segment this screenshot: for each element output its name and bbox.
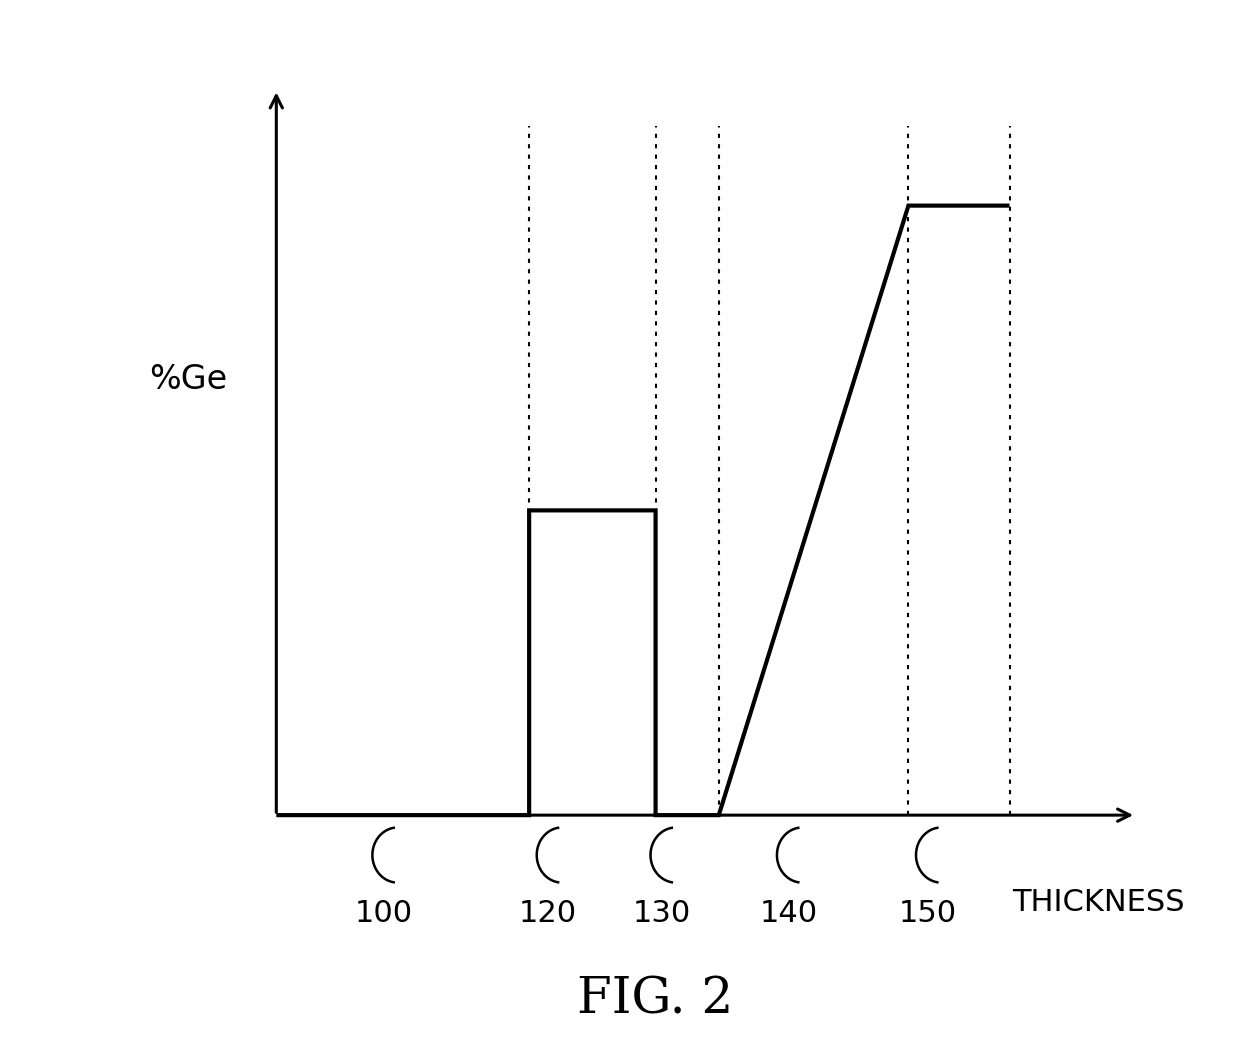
Text: %Ge: %Ge xyxy=(149,363,227,397)
Text: 140: 140 xyxy=(759,899,817,927)
Text: THICKNESS: THICKNESS xyxy=(1012,887,1184,917)
Text: FIG. 2: FIG. 2 xyxy=(577,975,733,1024)
Text: 150: 150 xyxy=(898,899,957,927)
Text: 130: 130 xyxy=(633,899,691,927)
Text: 120: 120 xyxy=(520,899,577,927)
Text: 100: 100 xyxy=(355,899,413,927)
